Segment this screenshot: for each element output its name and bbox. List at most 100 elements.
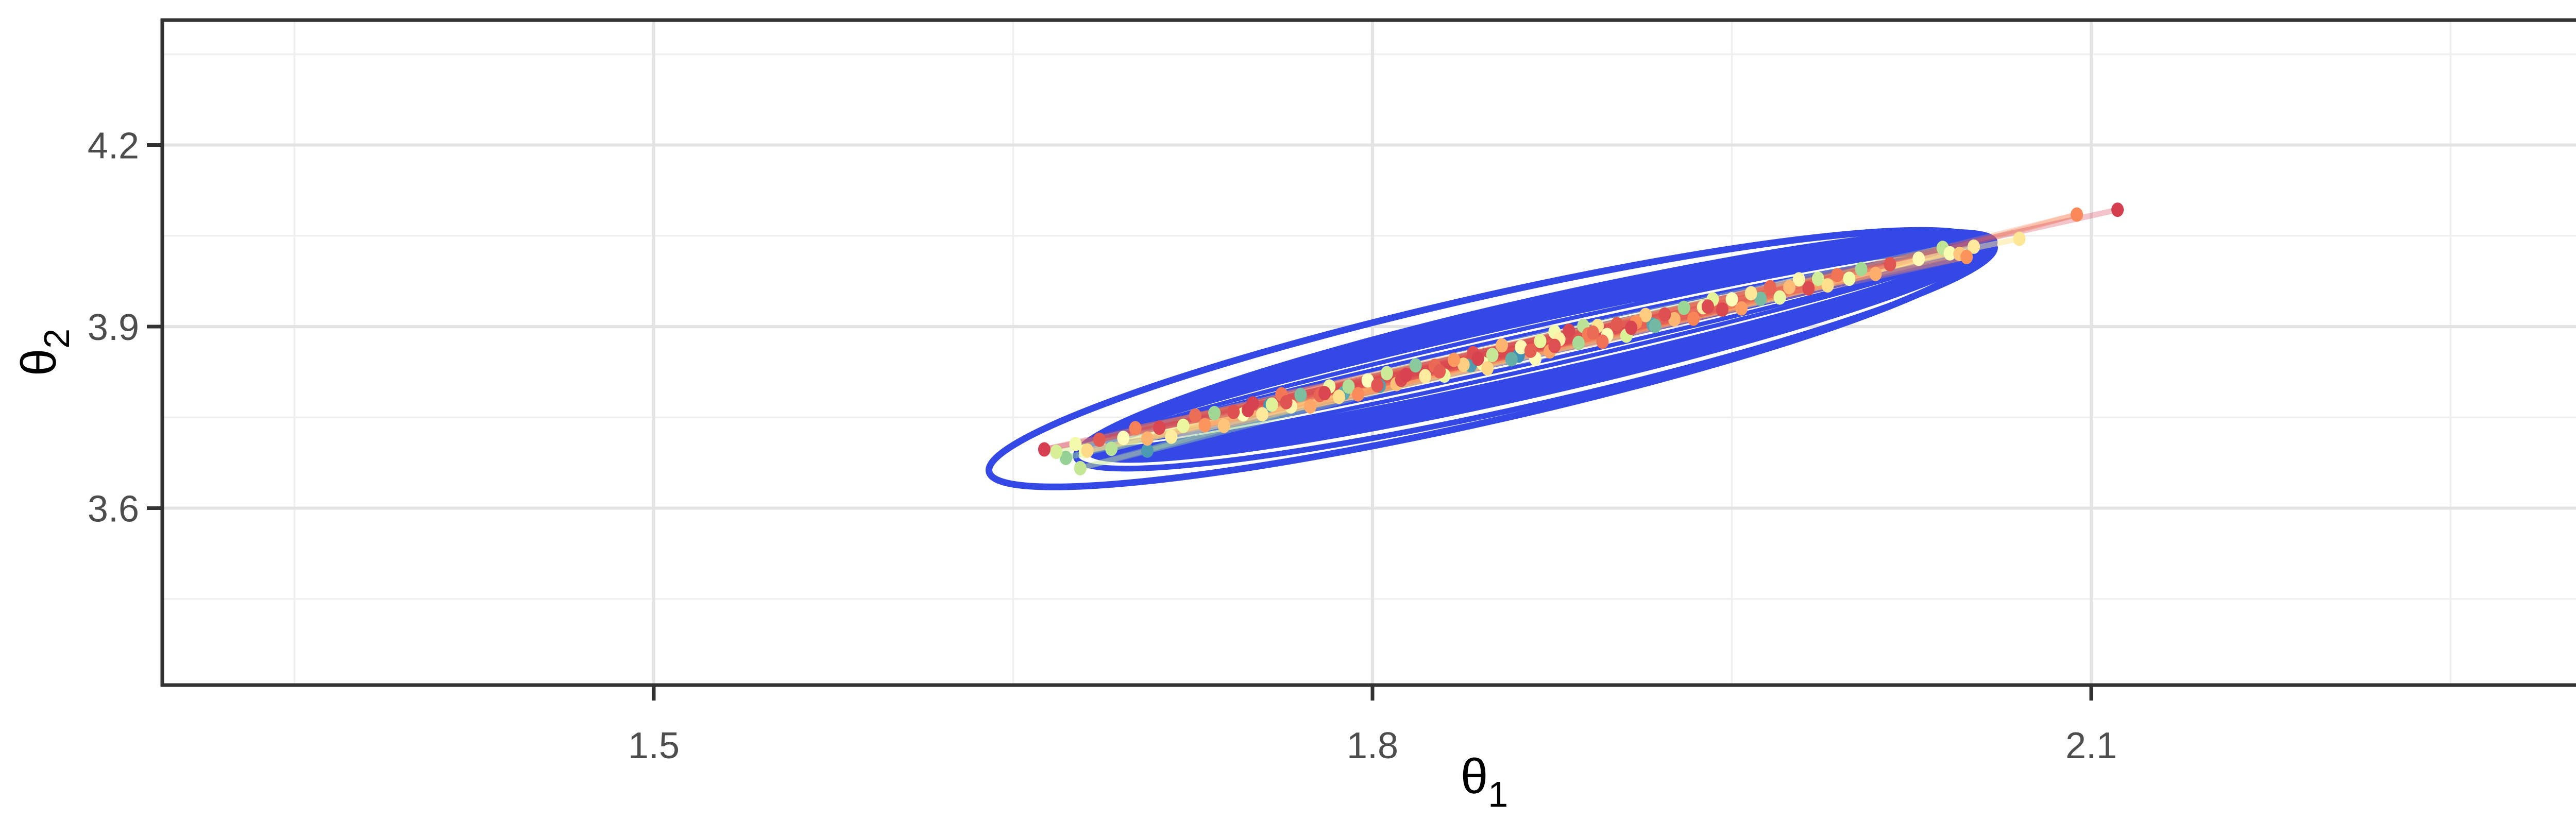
sample-point xyxy=(1117,431,1130,446)
x-axis-title-symbol: θ xyxy=(1461,749,1488,804)
sample-point xyxy=(1352,387,1365,402)
sample-point xyxy=(2111,202,2124,217)
y-axis-tick-label: 3.9 xyxy=(88,307,139,348)
sample-points-layer xyxy=(1038,202,2124,475)
sample-point xyxy=(1783,280,1796,295)
sample-point xyxy=(1332,389,1345,404)
sample-point xyxy=(1802,281,1815,296)
sample-point xyxy=(1505,352,1518,367)
sample-point xyxy=(1515,339,1528,354)
sample-point xyxy=(1371,378,1384,393)
sample-point xyxy=(1217,418,1230,433)
sample-point xyxy=(1548,338,1561,353)
sample-point xyxy=(1744,286,1757,301)
y-axis-title-symbol: θ xyxy=(11,349,66,376)
sample-point xyxy=(1361,373,1374,388)
x-axis-title: θ1 xyxy=(1461,749,1508,814)
sample-point xyxy=(1265,397,1278,412)
sample-point xyxy=(1677,300,1690,315)
sample-point xyxy=(1256,407,1269,422)
y-axis-tick-label: 4.2 xyxy=(88,126,139,167)
path-segment xyxy=(1120,355,1538,441)
sample-point xyxy=(1960,249,1973,264)
sample-point xyxy=(1448,352,1461,367)
sample-point xyxy=(1496,338,1509,353)
sample-point xyxy=(1129,421,1142,436)
sample-point xyxy=(1912,251,1925,266)
sample-point xyxy=(1764,280,1776,295)
sample-point xyxy=(1419,369,1432,384)
sample-point xyxy=(1716,302,1728,317)
sample-point xyxy=(1735,301,1748,316)
sample-point xyxy=(1081,443,1094,458)
sample-point xyxy=(2013,231,2026,246)
sample-point xyxy=(1524,344,1537,358)
sample-point xyxy=(1198,418,1211,433)
sample-point xyxy=(1038,442,1050,457)
y-axis-title-subscript: 2 xyxy=(37,329,77,349)
sample-point xyxy=(1141,443,1154,458)
sample-point xyxy=(1821,278,1834,293)
sample-point xyxy=(1208,406,1221,421)
x-axis-tick-label: 1.5 xyxy=(628,725,680,766)
sample-point xyxy=(1884,257,1896,271)
sample-point xyxy=(1811,271,1824,286)
sample-point xyxy=(1639,308,1652,322)
sample-point xyxy=(1294,387,1307,402)
sample-point xyxy=(1572,335,1585,350)
sample-point xyxy=(1649,318,1662,333)
x-axis-title-subscript: 1 xyxy=(1488,774,1508,814)
sample-point xyxy=(1596,334,1609,349)
sample-point xyxy=(1773,290,1786,305)
sample-point xyxy=(1611,317,1623,332)
sample-point xyxy=(1855,262,1868,277)
sample-point xyxy=(1074,460,1087,475)
axis-tick-marks xyxy=(147,143,2093,701)
sample-point xyxy=(1093,432,1106,447)
sample-point xyxy=(1943,246,1956,261)
sample-point xyxy=(1481,361,1494,376)
sample-point xyxy=(1318,386,1331,401)
sample-point xyxy=(1586,325,1599,340)
sample-point xyxy=(1831,268,1844,283)
sample-point xyxy=(1625,320,1638,335)
sample-point xyxy=(1059,450,1072,465)
sample-point xyxy=(1792,272,1805,287)
sample-point xyxy=(1400,368,1413,382)
sample-point xyxy=(1471,351,1484,366)
sample-point xyxy=(1433,364,1446,379)
sample-point xyxy=(1668,312,1681,327)
sample-point xyxy=(1342,379,1355,394)
sample-point xyxy=(1050,445,1063,459)
sample-point xyxy=(1409,358,1422,373)
sample-point xyxy=(1189,408,1201,423)
sample-point xyxy=(1702,299,1714,314)
sample-point xyxy=(1304,399,1317,414)
path-segment xyxy=(1202,254,1970,429)
sample-point xyxy=(1280,395,1293,410)
sample-point xyxy=(1843,271,1856,286)
y-axis-tick-label: 3.6 xyxy=(88,489,139,530)
sample-point xyxy=(1141,431,1154,446)
sample-point xyxy=(1105,441,1118,456)
sample-point xyxy=(1563,323,1575,338)
axis-tick-labels: 1.5 1.8 2.1 3.6 3.9 4.2 xyxy=(88,126,2117,767)
sample-point xyxy=(1486,348,1499,363)
sample-point xyxy=(2071,207,2083,222)
sample-point xyxy=(1380,366,1393,381)
x-axis-tick-label: 2.1 xyxy=(2065,725,2117,766)
sample-point xyxy=(1754,291,1767,306)
sample-point xyxy=(1457,357,1470,372)
sample-point xyxy=(1968,239,1980,254)
y-axis-title: θ2 xyxy=(11,329,77,376)
panel-border xyxy=(160,18,2576,687)
sample-point xyxy=(1658,307,1671,322)
sample-point xyxy=(1534,334,1547,349)
sample-point xyxy=(1687,311,1700,326)
sample-point xyxy=(1069,436,1082,451)
sample-point xyxy=(1869,266,1882,281)
sample-point xyxy=(1177,418,1190,433)
sample-point xyxy=(1725,292,1738,307)
